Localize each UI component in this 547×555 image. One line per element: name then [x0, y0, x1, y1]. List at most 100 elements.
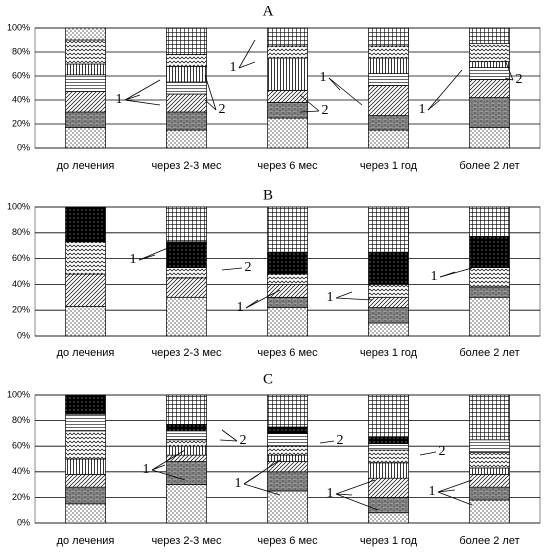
leader-line — [335, 291, 353, 299]
bar-segment — [65, 474, 106, 488]
y-tick-label: 60% — [12, 253, 30, 263]
annotation: 2 — [337, 433, 344, 448]
leader-line — [238, 39, 256, 69]
annotation: 1 — [419, 102, 426, 117]
x-tick-label: более 2 лет — [459, 347, 519, 359]
bar-segment — [267, 445, 308, 456]
bar-segment — [368, 57, 409, 74]
annotation: 1 — [143, 462, 150, 477]
bar-segment — [368, 436, 409, 444]
annotation: 1 — [230, 60, 237, 75]
bar-segment — [65, 458, 106, 475]
bar-segment — [65, 394, 106, 415]
bar-segment — [469, 267, 510, 288]
bar-segment — [166, 430, 207, 441]
leader-line — [221, 429, 238, 442]
leader-line — [319, 440, 335, 444]
y-tick-label: 0% — [17, 142, 30, 152]
bar-segment — [469, 27, 510, 44]
bar-segment — [469, 61, 510, 68]
bar-segment — [166, 93, 207, 113]
bar-segment — [368, 45, 409, 59]
leader-line — [221, 267, 243, 271]
leader-line — [299, 94, 320, 112]
bar-segment — [267, 206, 308, 253]
y-tick-label: 80% — [12, 227, 30, 237]
bar-segment — [267, 454, 308, 462]
leader-line — [504, 59, 514, 81]
annotation: 1 — [431, 269, 438, 284]
bar-segment — [469, 67, 510, 80]
bar-segment — [368, 115, 409, 131]
bar-segment — [267, 461, 308, 473]
bar-segment — [368, 497, 409, 514]
bar-segment — [65, 413, 106, 432]
chart-title: B — [263, 187, 273, 203]
leader-line — [335, 493, 379, 511]
bar-segment — [368, 462, 409, 479]
x-tick-label: через 2-3 мес — [151, 535, 222, 547]
bar-segment — [267, 433, 308, 447]
bar-segment — [65, 305, 106, 337]
bar-segment — [368, 394, 409, 438]
bar-segment — [368, 296, 409, 308]
x-tick-label: более 2 лет — [459, 535, 519, 547]
bar-segment — [469, 452, 510, 469]
bar-segment — [166, 454, 207, 462]
leader-line — [299, 110, 320, 113]
bar-segment — [166, 129, 207, 149]
y-tick-label: 40% — [12, 466, 30, 476]
annotation: 1 — [320, 70, 327, 85]
bar-segment — [267, 307, 308, 337]
bar-segment — [469, 296, 510, 337]
annotation: 1 — [130, 252, 137, 267]
bar-segment — [65, 91, 106, 113]
bar-segment — [469, 97, 510, 128]
leader-line — [243, 459, 281, 485]
bar-segment — [267, 45, 308, 59]
leader-line — [328, 77, 363, 106]
leader-line — [419, 451, 437, 456]
y-tick-label: 40% — [12, 279, 30, 289]
annotation: 1 — [116, 92, 123, 107]
annotation: 2 — [516, 72, 523, 87]
y-tick-label: 80% — [12, 415, 30, 425]
leader-line — [138, 244, 176, 261]
bar-segment — [166, 439, 207, 447]
bar-segment — [368, 477, 409, 498]
leader-line — [437, 479, 473, 493]
annotation: 2 — [219, 102, 226, 117]
y-tick-label: 60% — [12, 441, 30, 451]
bar-segment — [166, 81, 207, 95]
bar-segment — [368, 27, 409, 47]
bar-segment — [469, 79, 510, 98]
x-tick-label: более 2 лет — [459, 160, 519, 172]
leader-line — [124, 99, 161, 106]
x-tick-label: через 2-3 мес — [151, 160, 222, 172]
y-tick-label: 20% — [12, 305, 30, 315]
x-tick-label: до лечения — [57, 535, 115, 547]
bar-segment — [166, 445, 207, 456]
bar-segment — [469, 486, 510, 501]
bar-segment — [267, 27, 308, 47]
y-tick-label: 20% — [12, 118, 30, 128]
bar-segment — [368, 284, 409, 298]
bar-segment — [267, 490, 308, 524]
chart-title: A — [263, 3, 274, 19]
annotation: 2 — [322, 103, 329, 118]
bar-segment — [368, 251, 409, 285]
bar-segment — [368, 206, 409, 253]
bar-segment — [469, 286, 510, 298]
leader-line — [335, 493, 353, 496]
bar-segment — [267, 57, 308, 91]
bar-segment — [166, 296, 207, 337]
bar-segment — [469, 499, 510, 524]
bar-segment — [166, 394, 207, 425]
bar-segment — [368, 129, 409, 149]
bar-segment — [166, 54, 207, 67]
bar-segment — [166, 484, 207, 524]
bar-segment — [65, 39, 106, 65]
leader-line — [437, 491, 473, 506]
y-tick-label: 40% — [12, 94, 30, 104]
